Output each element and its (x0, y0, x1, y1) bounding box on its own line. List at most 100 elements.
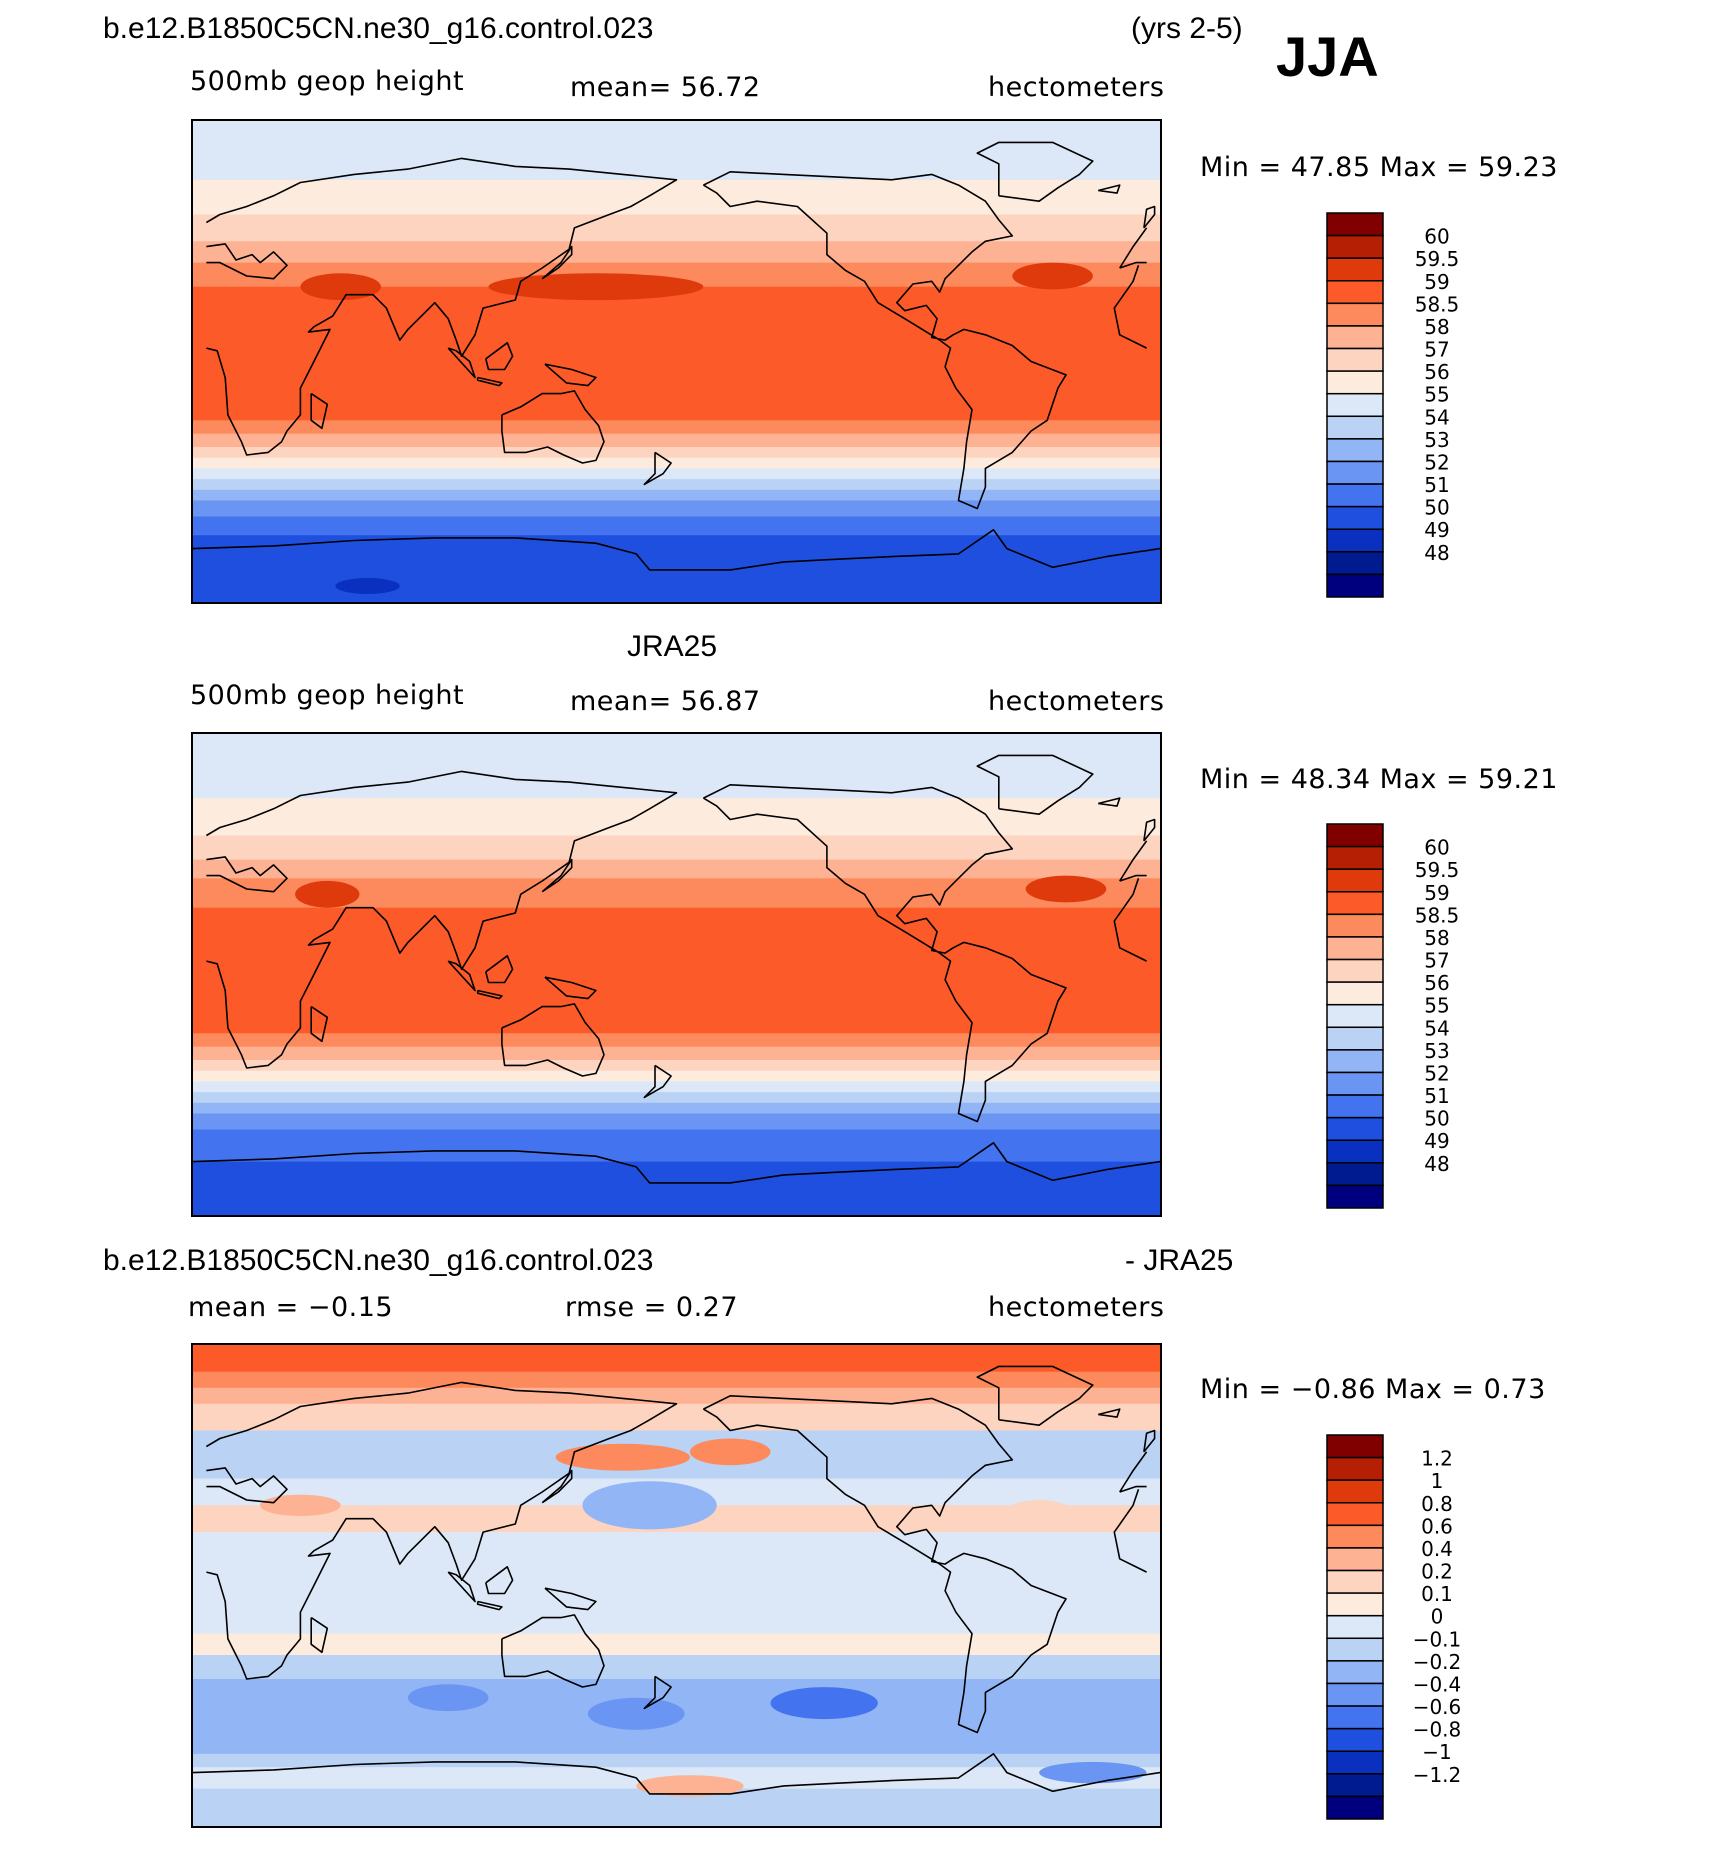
coastline (205, 1381, 1148, 1680)
contour-band (193, 907, 1160, 1013)
contour-band (193, 1060, 1160, 1072)
colorbar-swatch (1326, 1773, 1384, 1798)
colorbar-swatch (1326, 1660, 1384, 1685)
colorbar-tick-label: 59.5 (1415, 858, 1460, 882)
contour-feature (1012, 262, 1093, 290)
coastline (702, 1395, 1067, 1734)
coastline (485, 342, 514, 371)
colorbar-tick-label: 58.5 (1415, 903, 1460, 927)
colorbar-tick-label: 48 (1424, 1152, 1449, 1176)
colorbar-tick-label: 56 (1424, 360, 1449, 384)
contour-band (193, 1011, 1160, 1034)
case-name-title: b.e12.B1850C5CN.ne30_g16.control.023 (103, 12, 654, 45)
mean-label: mean= 56.72 (570, 72, 761, 103)
colorbar-swatch (1326, 1750, 1384, 1775)
colorbar-tick-label: 51 (1424, 473, 1449, 497)
contour-feature (1025, 875, 1107, 903)
colorbar-swatch (1326, 868, 1384, 893)
coastline (541, 1469, 573, 1504)
obs-title: JRA25 (627, 630, 718, 663)
contour-feature (335, 578, 400, 594)
colorbar-swatch (1326, 1547, 1384, 1572)
coastline (476, 989, 503, 1000)
colorbar-tick-label: −0.2 (1413, 1650, 1462, 1674)
contour-band (193, 433, 1160, 448)
contour-band (193, 766, 1160, 799)
coastline (1143, 1429, 1156, 1453)
contour-band (193, 500, 1160, 518)
contour-band (193, 1633, 1160, 1656)
contour-band (193, 1655, 1160, 1680)
season-label: JJA (1276, 25, 1379, 88)
colorbar-swatch (1326, 325, 1384, 350)
coastline (643, 1064, 672, 1099)
colorbar-tick-label: −0.6 (1413, 1695, 1462, 1719)
min-max-label: Min = 48.34 Max = 59.21 (1200, 764, 1558, 795)
colorbar-swatch (1326, 891, 1384, 916)
contour-band (193, 1387, 1160, 1405)
contour-feature (260, 1494, 341, 1516)
coastline (205, 770, 1148, 1069)
colorbar-tick-label: 54 (1424, 405, 1449, 429)
colorbar-swatch (1326, 845, 1384, 870)
contour-band (193, 1740, 1160, 1755)
colorbar-swatch (1326, 1569, 1384, 1594)
colorbar-tick-label: 0.2 (1421, 1560, 1453, 1584)
contour-band (193, 1033, 1160, 1048)
coastline (485, 955, 514, 984)
contour-band (193, 1081, 1160, 1093)
difference-map (191, 1343, 1162, 1828)
coastline (1143, 205, 1156, 229)
colorbar-swatch (1326, 981, 1384, 1006)
coastline (976, 754, 1094, 815)
colorbar-swatch (1326, 823, 1384, 848)
colorbar-swatch (1326, 528, 1384, 553)
contour-feature (488, 273, 704, 301)
colorbar-swatch (1326, 1116, 1384, 1141)
coastline (1098, 797, 1121, 807)
colorbar-tick-label: 59 (1424, 270, 1449, 294)
contour-band (193, 1092, 1160, 1104)
colorbar-swatch (1326, 958, 1384, 983)
contour-band (193, 835, 1160, 861)
units-label: hectometers (988, 686, 1165, 717)
coastline (447, 960, 476, 992)
colorbar-tick-label: −0.8 (1413, 1718, 1462, 1742)
colorbar-swatch (1326, 370, 1384, 395)
mean-label: mean= 56.87 (570, 686, 761, 717)
colorbar-swatch (1326, 1026, 1384, 1051)
colorbar-tick-label: −0.1 (1413, 1627, 1462, 1651)
coastline (1098, 1408, 1121, 1418)
model-colorbar: 60 59.5 59 58.5 58 57 56 55 54 53 52 51 50 49 48 (1326, 212, 1459, 598)
colorbar-swatch (1326, 392, 1384, 418)
colorbar-tick-label: 51 (1424, 1084, 1449, 1108)
contour-band (193, 388, 1160, 421)
units-label: hectometers (988, 72, 1165, 103)
contour-band (193, 420, 1160, 435)
contour-feature (582, 1481, 717, 1530)
coastline (976, 141, 1094, 202)
obs-colorbar: 60 59.5 59 58.5 58 57 56 55 54 53 52 51 50 49 48 (1326, 823, 1459, 1209)
colorbar-swatch (1326, 1434, 1384, 1459)
colorbar-swatch (1326, 1139, 1384, 1164)
contour-band (193, 241, 1160, 264)
contour-band (193, 1753, 1160, 1768)
coastline (193, 1142, 1160, 1184)
colorbar-tick-label: −1 (1422, 1740, 1451, 1764)
coastline (544, 1587, 597, 1611)
coastline (544, 363, 597, 387)
coastline (501, 390, 605, 464)
coastline (541, 245, 573, 280)
colorbar-swatch (1326, 1456, 1384, 1481)
contour-feature (300, 273, 381, 301)
colorbar-tick-label: 59 (1424, 881, 1449, 905)
contour-band (193, 447, 1160, 459)
colorbar-swatch (1326, 1094, 1384, 1119)
colorbar-tick-label: 48 (1424, 541, 1449, 565)
colorbar-swatch (1326, 1184, 1384, 1209)
colorbar-tick-label: 60 (1424, 225, 1449, 249)
difference-colorbar: 1.2 1 0.8 0.6 0.4 0.2 0.1 0 −0.1 −0.2 −0.4 −0.6 −0.8… (1326, 1434, 1461, 1820)
colorbar-tick-label: 1.2 (1421, 1447, 1453, 1471)
colorbar-swatch (1326, 1592, 1384, 1617)
contour-band (193, 1070, 1160, 1082)
